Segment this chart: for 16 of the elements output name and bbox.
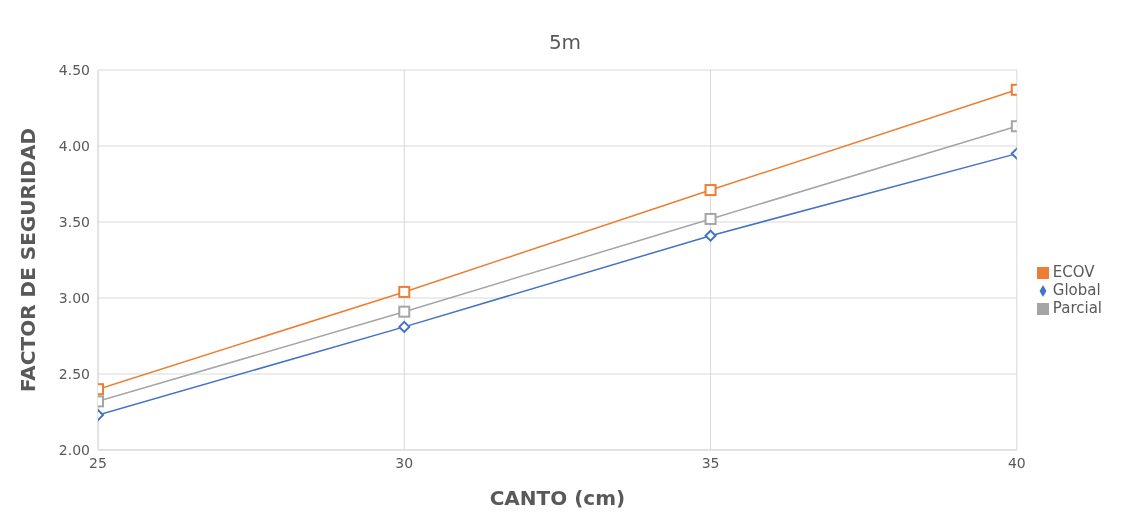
y-tick-label: 4.50 xyxy=(58,61,90,78)
x-tick-label: 40 xyxy=(1007,454,1026,471)
y-tick-label: 4.00 xyxy=(58,137,90,154)
x-tick-label: 35 xyxy=(701,454,720,471)
x-tick-label: 25 xyxy=(89,454,107,471)
y-tick-label: 2.00 xyxy=(58,441,90,458)
legend-label: Parcial xyxy=(1052,299,1102,317)
legend-label: Global xyxy=(1052,281,1101,299)
y-tick-label: 2.50 xyxy=(58,365,90,382)
x-tick-label: 30 xyxy=(395,454,414,471)
chart-title: 5m xyxy=(547,29,583,56)
y-axis-title: FACTOR DE SEGURIDAD xyxy=(16,127,41,393)
y-tick-label: 3.00 xyxy=(58,289,90,306)
legend-label: ECOV xyxy=(1052,263,1095,281)
y-tick-label: 3.50 xyxy=(58,213,90,230)
x-axis-title: CANTO (cm) xyxy=(489,486,626,510)
